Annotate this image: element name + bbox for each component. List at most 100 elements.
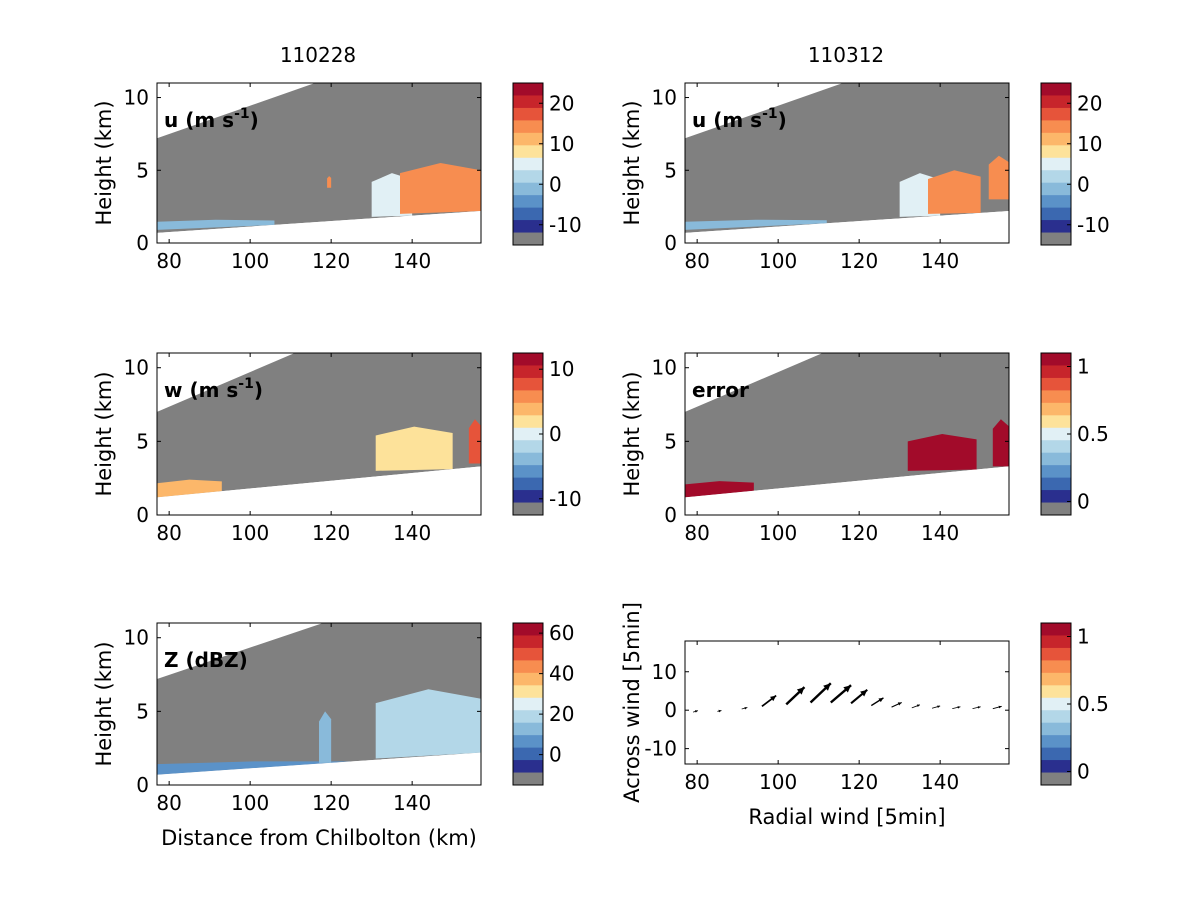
colorbar-tick-label: 0	[549, 743, 562, 767]
colorbar-swatch	[513, 377, 543, 391]
x-tick-label: 120	[312, 521, 350, 545]
colorbar-swatch	[1041, 157, 1071, 171]
colorbar-swatch	[513, 402, 543, 416]
y-tick-label: 0	[136, 231, 149, 255]
colorbar-swatch	[513, 107, 543, 121]
below-ground-region	[685, 466, 1009, 515]
colorbar-tick-label: 20	[549, 91, 574, 115]
y-tick-label: -10	[644, 737, 677, 761]
colorbar-frame	[1040, 82, 1072, 246]
colorbar-frame	[512, 622, 544, 786]
y-tick-label: 5	[136, 699, 149, 723]
below-ground-region	[157, 211, 481, 243]
colorbar-swatch	[513, 760, 543, 774]
colorbar-swatch	[1041, 195, 1071, 209]
x-tick-label: 100	[759, 249, 797, 273]
x-tick-label: 80	[684, 249, 709, 273]
colorbar-swatch	[1041, 647, 1071, 661]
colorbar-tick-label: 10	[1077, 132, 1102, 156]
plot-area	[157, 83, 481, 243]
colorbar-swatch	[513, 207, 543, 221]
x-tick-label: 120	[840, 770, 878, 794]
colorbar-tick-label: 0	[1077, 172, 1090, 196]
wind-vector-head-14	[977, 706, 981, 709]
colorbar-swatch	[1041, 427, 1071, 441]
y-axis-label: Across wind [5min]	[620, 602, 644, 803]
colorbar-tick-label: 0	[1077, 760, 1090, 784]
colorbar-swatch	[513, 465, 543, 479]
colorbar-swatch	[1041, 182, 1071, 196]
colorbar-tick-label: 0	[1077, 490, 1090, 514]
plot-area	[692, 682, 1009, 713]
colorbar-swatch	[1041, 772, 1071, 786]
colorbar: 10.50	[1040, 352, 1109, 516]
colorbar-tick-label: 10	[549, 357, 574, 381]
colorbar-swatch	[513, 83, 543, 96]
colorbar-swatch	[1041, 697, 1071, 711]
axes-frame	[156, 352, 482, 516]
colorbar-swatch	[1041, 83, 1071, 96]
colorbar-swatch	[513, 747, 543, 761]
y-tick-label: 10	[124, 86, 149, 110]
colorbar-swatch	[1041, 145, 1071, 159]
axes-frame	[156, 82, 482, 244]
x-tick-label: 80	[684, 521, 709, 545]
colorbar-swatch	[1041, 440, 1071, 454]
colorbar-swatch	[1041, 452, 1071, 466]
colorbar-tick-label: 20	[549, 702, 574, 726]
colorbar-swatch	[513, 195, 543, 209]
colorbar-swatch	[1041, 465, 1071, 479]
data-feature-3	[375, 689, 481, 759]
colorbar: 60 40 20 0	[512, 621, 574, 786]
wind-vector-head-15	[998, 705, 1002, 709]
colorbar-swatch	[1041, 685, 1071, 699]
colorbar-swatch	[513, 697, 543, 711]
y-tick-label: 0	[136, 773, 149, 797]
colorbar-swatch	[513, 452, 543, 466]
colorbar-swatch	[1041, 735, 1071, 749]
wind-vector-head-8	[860, 689, 868, 697]
x-tick-label: 100	[759, 770, 797, 794]
wind-vector-head-11	[916, 704, 920, 708]
data-feature-2	[319, 711, 332, 763]
data-feature-3	[400, 163, 481, 214]
colorbar: 10.50	[1040, 622, 1109, 786]
colorbar-swatch	[513, 685, 543, 699]
column-title-left: 110228	[280, 43, 356, 67]
y-axis-label: Height (km)	[92, 371, 116, 496]
wind-vector-head-6	[823, 683, 831, 691]
colorbar-swatch	[513, 170, 543, 184]
colorbar-swatch	[513, 415, 543, 429]
colorbar-swatch	[513, 710, 543, 724]
plot-area	[157, 353, 481, 515]
data-feature-3	[928, 170, 981, 214]
colorbar-swatch	[513, 722, 543, 736]
colorbar-swatch	[513, 660, 543, 674]
colorbar-swatch	[1041, 107, 1071, 121]
column-title-right: 110312	[808, 43, 884, 67]
below-ground-region	[157, 466, 481, 515]
wind-vector-head-3	[744, 706, 748, 710]
y-tick-label: 10	[652, 86, 677, 110]
plot-area	[685, 83, 1009, 243]
x-tick-label: 120	[312, 791, 350, 815]
y-tick-label: 10	[652, 660, 677, 684]
colorbar-swatch	[513, 232, 543, 246]
y-tick-label: 0	[664, 231, 677, 255]
data-feature-4	[327, 176, 332, 188]
x-tick-label: 140	[393, 521, 431, 545]
colorbar-swatch	[513, 157, 543, 171]
colorbar-swatch	[513, 672, 543, 686]
wind-vector-head-4	[770, 695, 777, 702]
colorbar-tick-label: -10	[549, 487, 582, 511]
data-feature-2	[375, 426, 453, 471]
colorbar: 20 10 0 -10	[1040, 82, 1110, 246]
y-tick-label: 5	[136, 158, 149, 182]
y-tick-label: 5	[664, 158, 677, 182]
colorbar-swatch	[1041, 353, 1071, 366]
x-tick-label: 140	[921, 521, 959, 545]
colorbar-swatch	[1041, 635, 1071, 649]
y-axis-label: Height (km)	[620, 100, 644, 225]
x-tick-label: 80	[156, 791, 181, 815]
